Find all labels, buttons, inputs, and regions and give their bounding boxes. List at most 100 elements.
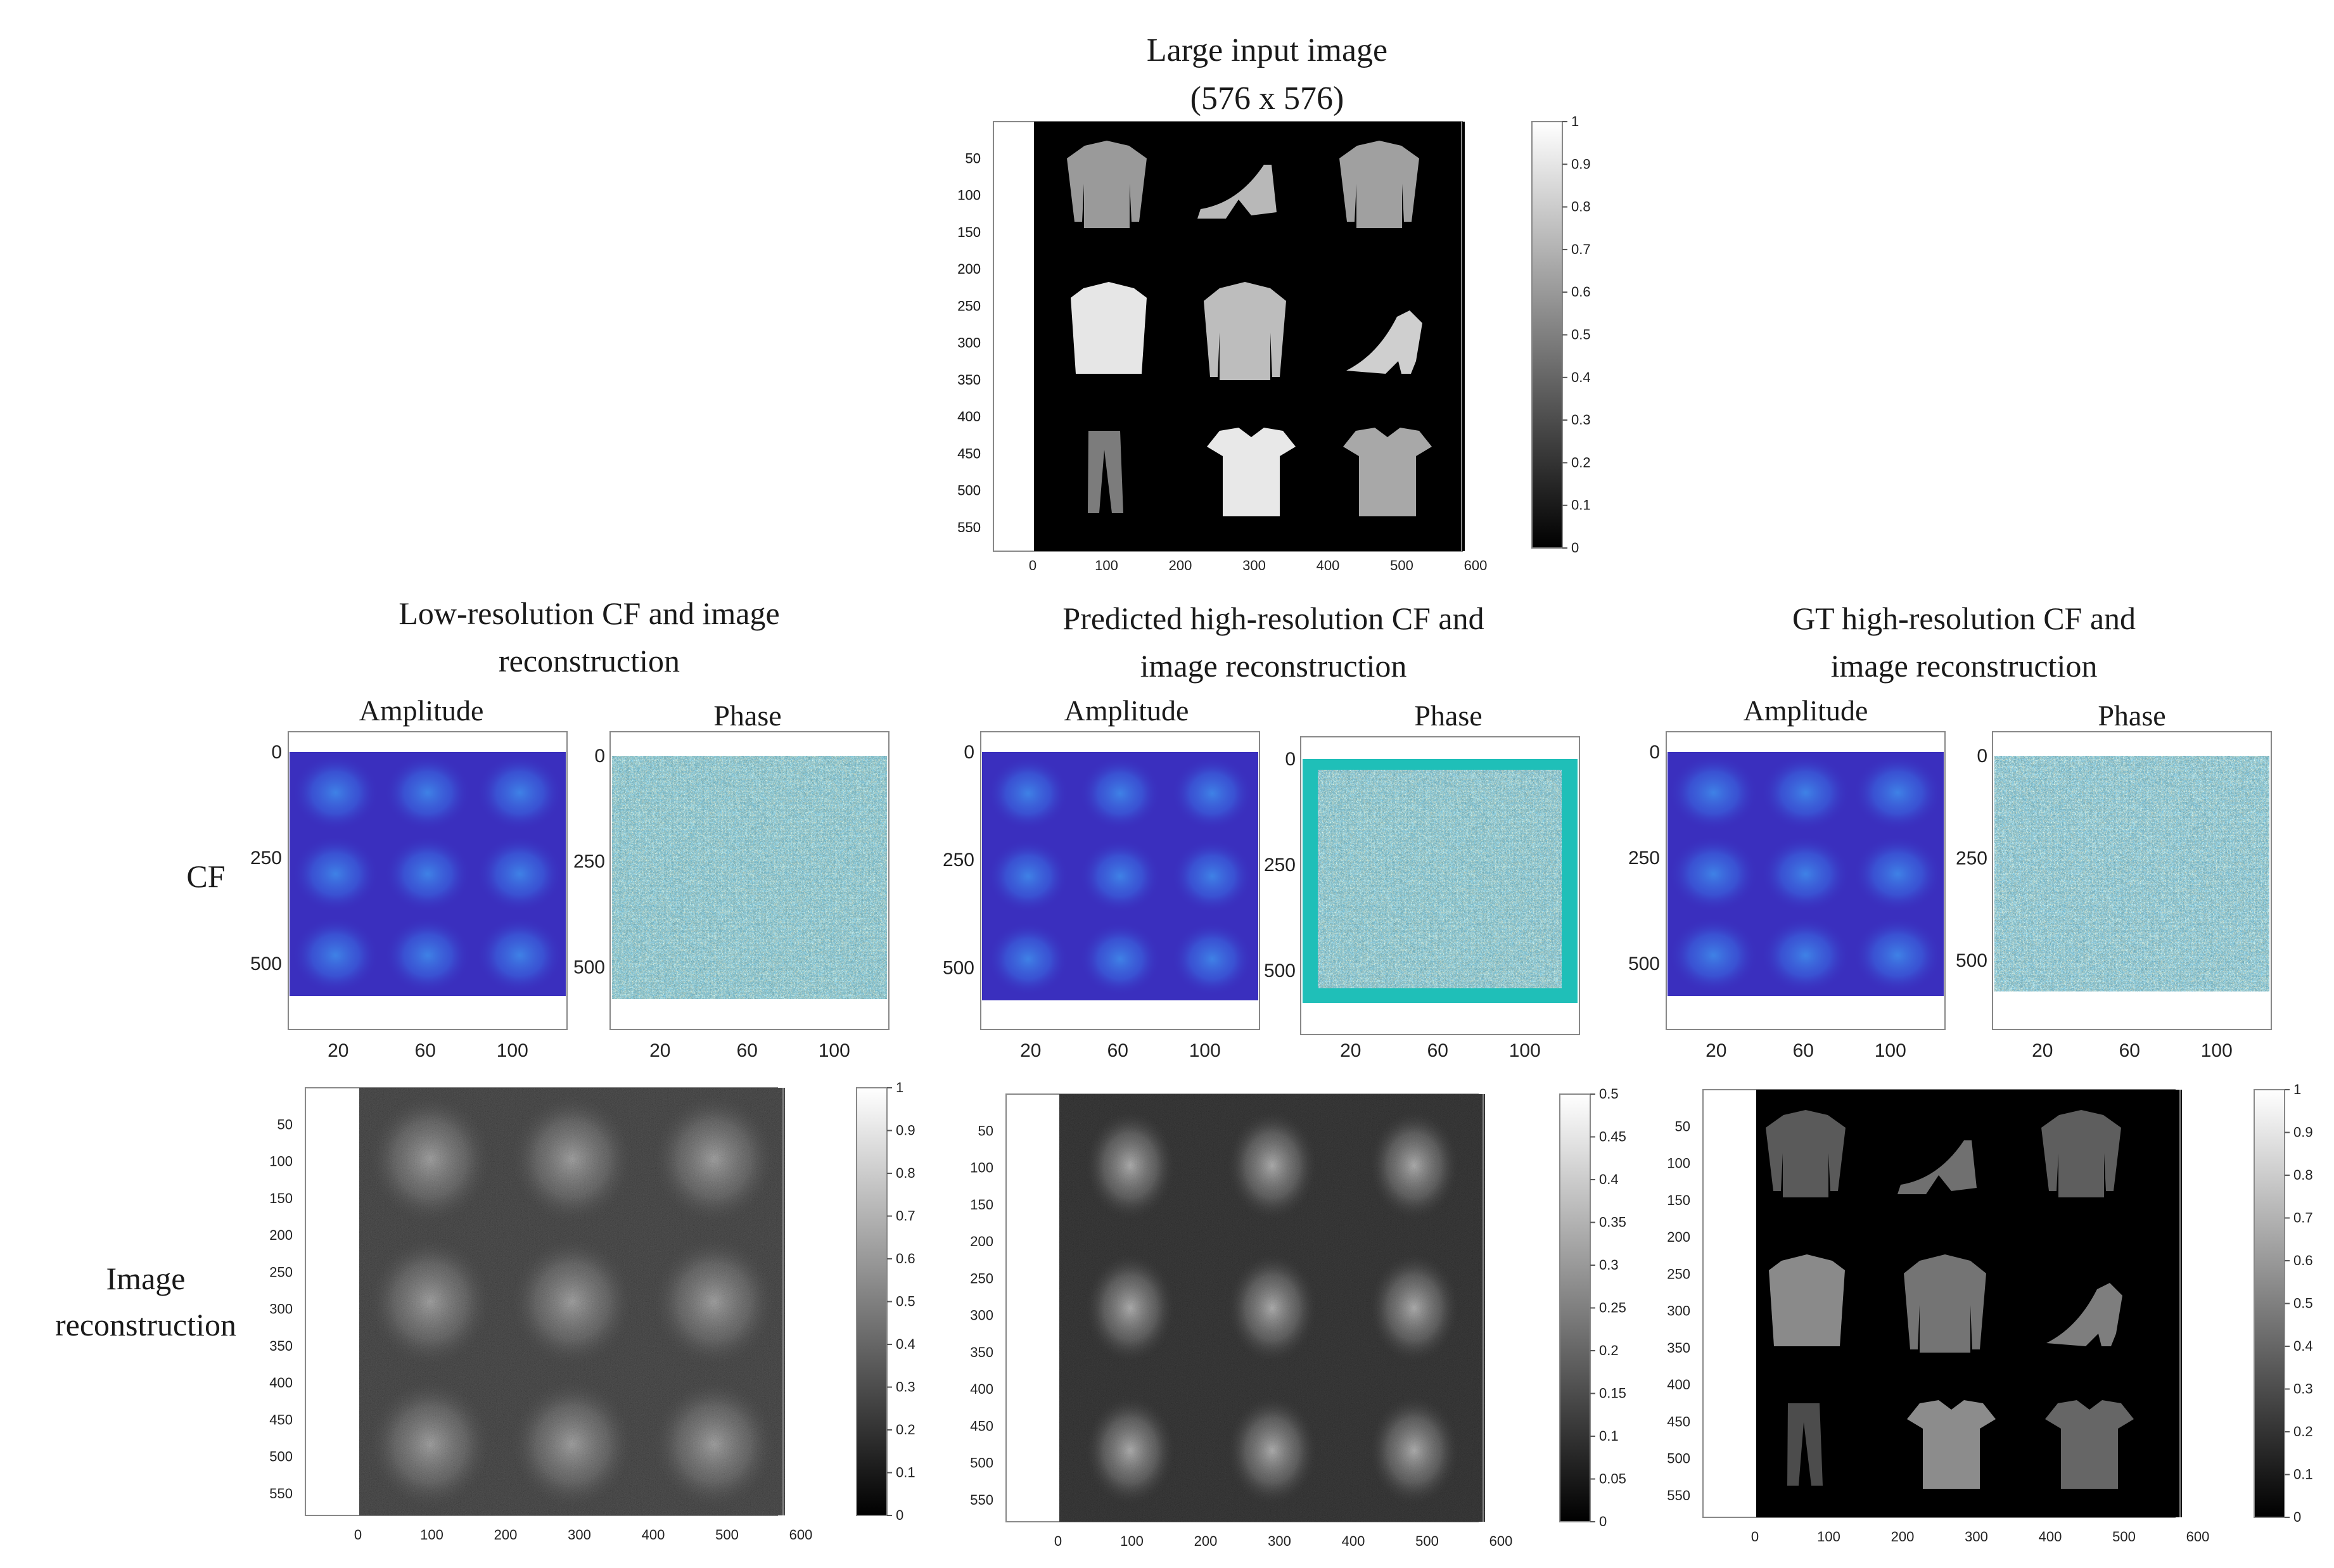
input-y-tick: 100 — [957, 188, 981, 203]
col1-amplitude-label: Amplitude — [359, 694, 484, 727]
col1-recon-x-tick: 600 — [789, 1527, 813, 1543]
col1-recon-y-tick: 150 — [269, 1190, 293, 1206]
col1-amp-x-tick: 100 — [497, 1040, 528, 1061]
col3-recon-colorbar-tick: 1 — [2293, 1081, 2301, 1097]
input-colorbar-tick: 0.6 — [1571, 284, 1591, 300]
col3-phase-x-tick: 100 — [2201, 1040, 2233, 1061]
input-colorbar-tick: 0.1 — [1571, 497, 1591, 513]
input-y-tick: 150 — [957, 224, 981, 240]
input-colorbar-tick: 0.7 — [1571, 241, 1591, 257]
input-x-y-tick: 50 — [966, 150, 981, 166]
col1-recon-y-tick: 50 — [277, 1116, 293, 1132]
col1-recon-colorbar-tick: 0.2 — [896, 1422, 915, 1437]
col3-title-line1: GT high-resolution CF and — [1792, 601, 2136, 636]
col1-phase-label: Phase — [713, 699, 781, 732]
col3-recon-x-tick: 200 — [1891, 1529, 1915, 1545]
col2-title-line1: Predicted high-resolution CF and — [1062, 601, 1484, 636]
input-y-tick: 500 — [957, 483, 981, 499]
col3-title-line2: image reconstruction — [1831, 648, 2098, 684]
col1-recon-colorbar-tick: 0.5 — [896, 1294, 915, 1310]
col1-title-line2: reconstruction — [499, 643, 680, 679]
col2-recon-colorbar-tick: 0 — [1599, 1514, 1607, 1529]
col3-phase-x-tick: 20 — [2032, 1040, 2053, 1061]
col1-phase-x-tick: 20 — [649, 1040, 670, 1061]
col1-recon-x-tick: 0 — [354, 1527, 362, 1543]
col3-recon-y-tick: 50 — [1675, 1118, 1690, 1134]
col3-recon-colorbar-tick: 0.3 — [2293, 1381, 2313, 1397]
col2-recon-y-tick: 400 — [970, 1381, 993, 1397]
col2-recon-y-tick: 100 — [970, 1160, 993, 1176]
col1-recon-colorbar-tick: 0.8 — [896, 1165, 915, 1181]
col1-phase-x-tick: 60 — [737, 1040, 758, 1061]
col2-recon-colorbar-tick: 0.4 — [1599, 1171, 1619, 1187]
input-x-y-tick: 500 — [957, 483, 981, 499]
input-item-pullover — [1067, 141, 1147, 228]
input-item-coat — [1071, 282, 1147, 374]
col2-recon-plot — [1005, 1093, 1485, 1522]
col2-phase-x-tick: 60 — [1427, 1040, 1448, 1061]
col3-phase-plot — [1992, 731, 2272, 1030]
col3-recon-x-tick: 100 — [1817, 1529, 1840, 1545]
col3-recon-colorbar-tick: 0.6 — [2293, 1252, 2313, 1268]
cf-axis-ticks: 0 250 500 20 60 100 0 250 500 20 60 100 0 250 500 20 60 1… — [250, 742, 2233, 1061]
input-x-y-tick: 350 — [957, 372, 981, 388]
col3-amp-y-tick: 500 — [1628, 953, 1660, 974]
input-x-y-tick: 200 — [957, 261, 981, 277]
col2-amplitude-plot — [980, 731, 1260, 1030]
col3-recon-y-tick: 100 — [1667, 1156, 1690, 1171]
col1-amp-y-tick: 0 — [271, 742, 282, 763]
col3-recon-y-tick: 400 — [1667, 1377, 1690, 1393]
col2-phase-label: Phase — [1414, 699, 1482, 732]
input-colorbar-tick: 0.3 — [1571, 412, 1591, 428]
col2-recon-y-tick: 500 — [970, 1455, 993, 1471]
recon-colorbars: 0 0.1 0.2 0.3 0.4 0.5 0.6 0.7 0.8 0.9 1 0 0.05 0.1 0.1… — [856, 1080, 2313, 1529]
input-item-shirt2 — [1204, 282, 1286, 380]
input-colorbar-tick: 0.5 — [1571, 327, 1591, 343]
input-x-x-tick: 0 — [1029, 558, 1036, 573]
input-x-y-tick: 550 — [957, 519, 981, 535]
col2-phase-x-tick: 20 — [1340, 1040, 1361, 1061]
col3-phase-x-tick: 60 — [2119, 1040, 2140, 1061]
input-x-y-tick: 150 — [957, 224, 981, 240]
col3-recon-colorbar-fill — [2254, 1089, 2285, 1518]
row-label-recon-line2: reconstruction — [55, 1307, 236, 1342]
col2-phase-plot — [1300, 736, 1580, 1035]
col1-recon-y-tick: 500 — [269, 1449, 293, 1465]
input-y-ticks: 50 100 150 200 250 300 350 400 450 500 550 — [957, 150, 981, 535]
col3-amp-x-tick: 20 — [1706, 1040, 1726, 1061]
input-colorbar-fill — [1531, 121, 1563, 549]
col1-recon-colorbar-tick: 0.1 — [896, 1465, 915, 1481]
input-x-y-tick: 250 — [957, 298, 981, 314]
input-y-tick: 300 — [957, 335, 981, 351]
col3-amp-y-tick: 0 — [1649, 742, 1660, 763]
col1-phase-y-tick: 500 — [573, 957, 605, 978]
top-title-line2: (576 x 576) — [1190, 80, 1344, 117]
col2-phase-y-tick: 250 — [1264, 855, 1296, 876]
input-item-trouser — [1088, 431, 1123, 513]
input-y-tick: 250 — [957, 298, 981, 314]
input-item-tshirt — [1207, 428, 1296, 516]
col3-recon-colorbar-tick: 0.9 — [2293, 1125, 2313, 1140]
input-colorbar: 0 0.1 0.2 0.3 0.4 0.5 0.6 0.7 0.8 0.9 1 — [1531, 113, 1591, 556]
col2-amp-x-tick: 100 — [1189, 1040, 1221, 1061]
input-x-y-tick: 300 — [957, 335, 981, 351]
col3-recon-plot — [1702, 1089, 2182, 1518]
col2-recon-x-tick: 200 — [1194, 1533, 1218, 1549]
input-y-tick: 450 — [957, 445, 981, 461]
col3-recon-y-tick: 550 — [1667, 1488, 1690, 1503]
col1-recon-y-tick: 300 — [269, 1301, 293, 1317]
col1-recon-y-tick: 400 — [269, 1375, 293, 1391]
col2-phase-y-tick: 500 — [1264, 960, 1296, 981]
col1-recon-y-tick: 200 — [269, 1227, 293, 1243]
col2-amp-y-tick: 0 — [964, 742, 974, 763]
input-x-y-tick: 400 — [957, 409, 981, 424]
col1-recon-x-tick: 200 — [494, 1527, 518, 1543]
col3-phase-label: Phase — [2098, 699, 2165, 732]
col1-recon-y-tick: 450 — [269, 1412, 293, 1427]
col1-recon-x-tick: 100 — [420, 1527, 443, 1543]
col2-recon-y-tick: 250 — [970, 1270, 993, 1286]
col1-phase-x-tick: 100 — [819, 1040, 850, 1061]
input-y-tick: 550 — [957, 519, 981, 535]
col1-recon-colorbar-fill — [856, 1087, 888, 1516]
col2-recon-y-tick: 450 — [970, 1418, 993, 1434]
